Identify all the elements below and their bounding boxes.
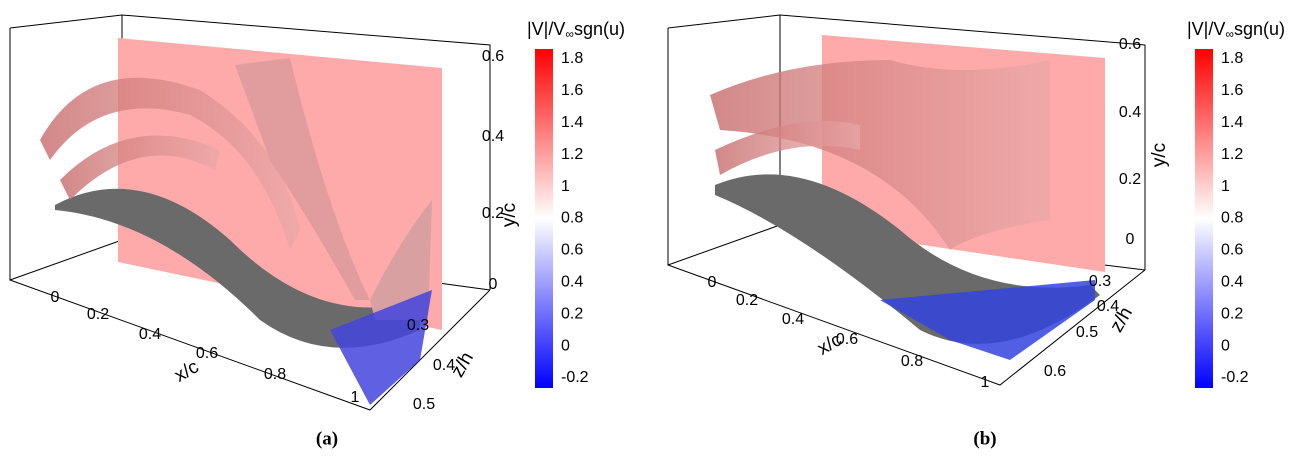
caption: (b) <box>973 428 996 449</box>
colorbar-title: |V|/V∞sgn(u) <box>1187 19 1285 41</box>
z-axis-tick-label: 0.6 <box>1044 363 1066 380</box>
x-axis-tick-label: 0.6 <box>836 331 858 348</box>
x-axis-tick-label: 0.2 <box>736 292 758 309</box>
z-axis-tick-label: 0.3 <box>407 317 429 334</box>
z-axis-tick-label: 0.4 <box>433 357 455 374</box>
colorbar-tick-label: 1 <box>1221 178 1230 195</box>
colorbar-tick-label: 1.2 <box>561 146 583 163</box>
y-axis-tick-label: 0 <box>489 276 498 293</box>
colorbar-title: |V|/V∞sgn(u) <box>527 19 625 41</box>
y-axis-tick-label: 0 <box>1126 231 1135 248</box>
colorbar-tick-label: 1 <box>561 178 570 195</box>
x-axis-tick-label: 0.4 <box>782 311 804 328</box>
colorbar-tick-label: 1.4 <box>1221 114 1243 131</box>
colorbar-tick-label: 0.8 <box>561 210 583 227</box>
panel: |V|/V∞sgn(u) -0.2 0 0.2 0.4 0.6 0.8 1 1.2 1.4 1.6 1… <box>708 19 1285 450</box>
x-axis-tick-label: 0.2 <box>87 306 109 323</box>
x-axis-tick-label: 0 <box>51 289 60 306</box>
colorbar-tick-label: 1.2 <box>1221 146 1243 163</box>
x-axis-tick-label: 1 <box>351 389 360 406</box>
z-axis-tick-label: 0.3 <box>1089 273 1111 290</box>
colorbar-tick-label: 1.8 <box>1221 50 1243 67</box>
colorbar-tick-label: 0.4 <box>1221 274 1243 291</box>
y-axis-tick-label: 0.4 <box>482 128 504 145</box>
colorbar-tick-label: 1.8 <box>561 50 583 67</box>
colorbar-tick-label: 1.4 <box>561 114 583 131</box>
z-axis-label: z/h <box>447 349 478 381</box>
colorbar-tick-label: 0 <box>561 337 570 354</box>
colorbar-tick-label: 1.6 <box>561 82 583 99</box>
render-b <box>667 14 1146 386</box>
colorbar-tick-label: 0.6 <box>561 242 583 259</box>
x-axis-tick-label: 0.8 <box>264 366 286 383</box>
x-axis-tick-label: 0.4 <box>139 326 161 343</box>
colorbar-tick-label: 0 <box>1221 337 1230 354</box>
colorbar-title-sub: ∞ <box>565 27 574 41</box>
x-axis-tick-label: 1 <box>981 374 990 391</box>
colorbar-tick-label: -0.2 <box>561 369 589 386</box>
caption: (a) <box>316 428 338 449</box>
render-a <box>9 14 491 411</box>
colorbar-title-main: |V|/V <box>1187 19 1225 39</box>
y-axis-tick-label: 0.6 <box>1119 36 1141 53</box>
y-axis-label: y/c <box>499 203 520 227</box>
x-axis-tick-label: 0.8 <box>901 353 923 370</box>
x-axis-tick-label: 0.6 <box>196 345 218 362</box>
y-axis-tick-label: 0.2 <box>482 205 504 222</box>
colorbar-title-tail: sgn(u) <box>1234 19 1285 39</box>
colorbar-tick-label: 0.4 <box>561 274 583 291</box>
z-axis-tick-label: 0.4 <box>1097 298 1119 315</box>
colorbar <box>1195 49 1213 388</box>
colorbar-tick-label: 0.2 <box>1221 305 1243 322</box>
z-axis-tick-label: 0.5 <box>1076 324 1098 341</box>
x-axis-tick-label: 0 <box>708 274 717 291</box>
z-axis-tick-label: 0.5 <box>413 396 435 413</box>
colorbar-title-tail: sgn(u) <box>574 19 625 39</box>
colorbar-tick-label: -0.2 <box>1221 369 1249 386</box>
y-axis-tick-label: 0.4 <box>1119 104 1141 121</box>
colorbar-tick-label: 0.8 <box>1221 210 1243 227</box>
colorbar-title-main: |V|/V <box>527 19 565 39</box>
y-axis-label: y/c <box>1149 143 1170 167</box>
colorbar-tick-label: 1.6 <box>1221 82 1243 99</box>
y-axis-tick-label: 0.2 <box>1119 171 1141 188</box>
colorbar-title-sub: ∞ <box>1225 27 1234 41</box>
colorbar-tick-label: 0.6 <box>1221 242 1243 259</box>
y-axis-tick-label: 0.6 <box>482 48 504 65</box>
colorbar <box>535 49 553 388</box>
colorbar-tick-label: 0.2 <box>561 305 583 322</box>
